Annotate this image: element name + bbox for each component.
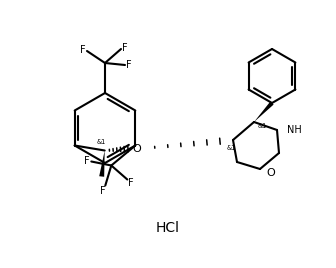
Text: F: F [128,177,134,188]
Text: F: F [100,185,106,195]
Text: HCl: HCl [156,221,180,235]
Text: F: F [126,60,132,70]
Text: &1: &1 [257,123,267,129]
Text: F: F [122,43,128,53]
Text: NH: NH [287,125,302,135]
Text: &1: &1 [226,145,236,151]
Text: O: O [132,143,141,154]
Polygon shape [254,102,274,122]
Text: O: O [266,168,275,178]
Text: F: F [80,45,86,55]
Polygon shape [99,151,105,177]
Text: F: F [84,157,90,166]
Text: &1: &1 [97,140,106,146]
